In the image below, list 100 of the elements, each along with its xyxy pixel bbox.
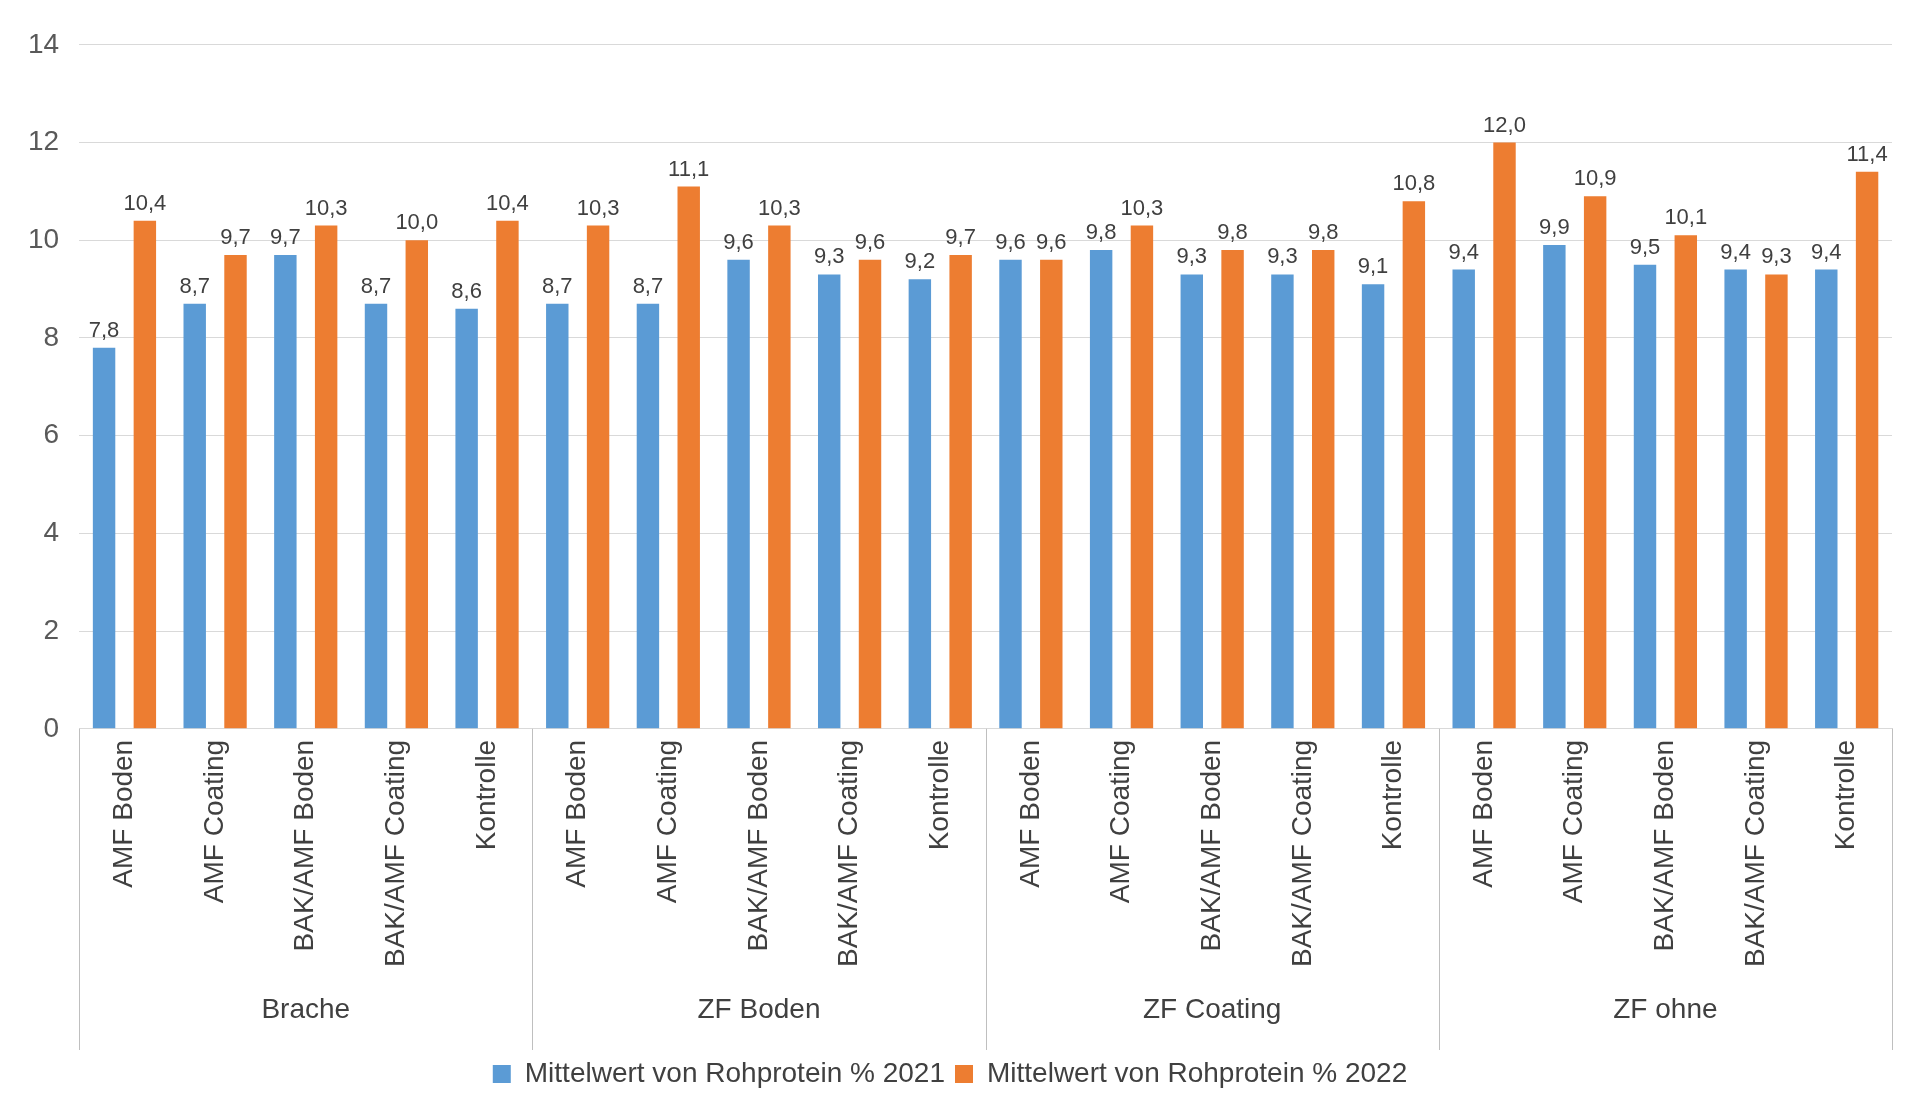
x-tick-label: AMF Boden	[107, 739, 139, 888]
data-label: 9,6	[995, 228, 1026, 254]
legend-label: Mittelwert von Rohprotein % 2022	[987, 1056, 1408, 1088]
bar	[455, 308, 478, 729]
data-label: 10,3	[576, 194, 620, 220]
bar	[908, 279, 932, 729]
data-label: 9,3	[813, 243, 845, 269]
bar	[405, 240, 429, 729]
x-tick-label: BAK/AMF Coating	[1738, 739, 1770, 967]
data-label: 9,4	[1810, 238, 1842, 264]
bar	[274, 254, 297, 729]
bar	[314, 225, 338, 729]
bar	[496, 220, 519, 729]
y-tick-label: 6	[43, 418, 60, 450]
x-tick-label: AMF Boden	[1013, 739, 1045, 888]
bar	[586, 225, 610, 729]
x-tick-label: AMF Boden	[1466, 739, 1498, 888]
data-label: 9,8	[1217, 219, 1248, 245]
bar	[1493, 142, 1516, 729]
text: ZF Coating	[1142, 992, 1282, 1024]
x-tick-label: BAK/AMF Coating	[379, 739, 411, 967]
y-tick-label: 0	[43, 711, 60, 743]
data-label: 8,6	[451, 277, 482, 303]
data-label: 9,4	[1720, 238, 1751, 264]
data-label: 9,8	[1085, 219, 1117, 245]
x-tick-label: BAK/AMF Boden	[1648, 739, 1680, 952]
bar	[1180, 274, 1203, 729]
data-label: 9,3	[1176, 243, 1208, 269]
bar	[224, 254, 247, 729]
legend-label: Mittelwert von Rohprotein % 2021	[524, 1056, 945, 1088]
y-tick-label: 10	[27, 222, 60, 254]
bar	[818, 274, 841, 729]
data-label: 10,4	[486, 189, 529, 215]
data-label: 9,4	[1448, 238, 1480, 264]
bar	[1089, 250, 1113, 729]
y-tick-label: 8	[43, 320, 60, 352]
data-label: 10,1	[1664, 204, 1708, 230]
bar	[546, 303, 569, 729]
bar	[1271, 274, 1294, 729]
y-tick-label: 4	[43, 516, 60, 548]
data-label: 7,8	[88, 316, 120, 342]
bar	[677, 186, 700, 729]
bar	[768, 225, 791, 729]
data-label: 9,3	[1761, 243, 1792, 269]
data-label: 11,4	[1846, 140, 1888, 166]
bar	[1221, 250, 1244, 729]
data-label: 12,0	[1483, 111, 1526, 137]
y-tick-label: 14	[27, 27, 60, 59]
bar	[1815, 269, 1838, 729]
data-label: 8,7	[632, 272, 664, 298]
data-label: 10,3	[304, 194, 348, 220]
data-label: 9,6	[1035, 228, 1067, 254]
bar	[133, 220, 157, 729]
bar	[1633, 264, 1657, 729]
data-label: 9,7	[945, 223, 976, 249]
bar	[92, 347, 116, 729]
data-label: 9,7	[270, 223, 301, 249]
x-tick-label: BAK/AMF Coating	[832, 739, 864, 967]
x-tick-label: AMF Coating	[1104, 739, 1136, 904]
data-label: 8,7	[541, 272, 573, 298]
bar	[1040, 259, 1063, 729]
x-tick-label: AMF Coating	[1557, 739, 1589, 904]
data-label: 9,1	[1357, 253, 1389, 279]
data-label: 9,6	[854, 228, 886, 254]
data-label: 9,3	[1267, 243, 1298, 269]
bar	[1452, 269, 1475, 729]
data-label: 9,6	[723, 228, 754, 254]
y-tick-label: 12	[27, 125, 60, 157]
data-label: 9,2	[904, 248, 936, 274]
bar	[949, 254, 972, 729]
data-label: 10,8	[1392, 170, 1436, 196]
data-label: 9,9	[1539, 214, 1570, 240]
bar	[1312, 250, 1335, 729]
bar	[1543, 245, 1566, 729]
x-tick-label: Kontrolle	[1376, 739, 1408, 851]
x-tick-label: AMF Boden	[560, 739, 592, 888]
bar	[1402, 201, 1426, 729]
x-tick-label: BAK/AMF Boden	[1194, 739, 1226, 952]
bar	[1855, 171, 1879, 729]
text: ZF ohne	[1613, 992, 1718, 1024]
x-tick-label: BAK/AMF Coating	[1285, 739, 1317, 967]
data-label: 8,7	[179, 272, 211, 298]
x-tick-label: Kontrolle	[1829, 739, 1861, 851]
data-label: 11,1	[668, 155, 710, 181]
x-tick-label: BAK/AMF Boden	[288, 739, 320, 952]
bar	[999, 259, 1022, 729]
bar	[636, 303, 660, 729]
data-label: 10,0	[395, 209, 439, 235]
bar	[1765, 274, 1788, 729]
bar	[1130, 225, 1154, 729]
x-tick-label: AMF Coating	[197, 739, 229, 904]
text: ZF Boden	[697, 992, 821, 1024]
text: Brache	[261, 992, 351, 1024]
x-tick-label: Kontrolle	[469, 739, 501, 851]
x-tick-label: Kontrolle	[922, 739, 954, 851]
bar	[1361, 284, 1385, 729]
x-tick-label: AMF Coating	[651, 739, 683, 904]
bar	[1674, 235, 1698, 729]
data-label: 9,7	[220, 223, 251, 249]
bar	[1724, 269, 1747, 729]
